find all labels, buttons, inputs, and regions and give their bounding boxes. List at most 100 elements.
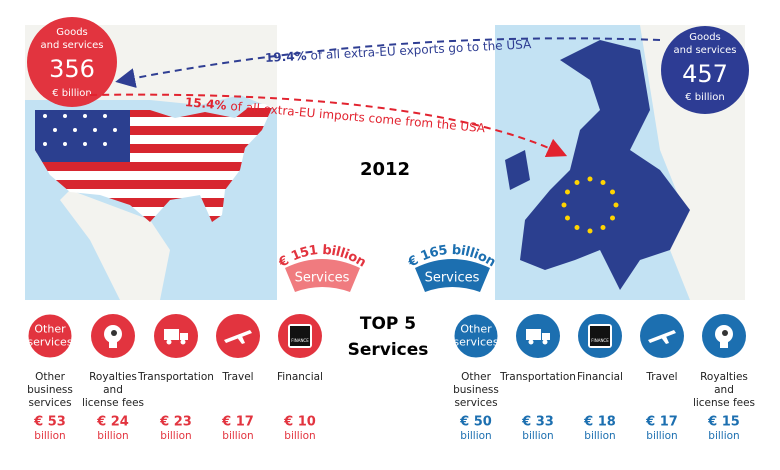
item-label: Other: [461, 371, 491, 383]
top-title: Services: [348, 340, 429, 360]
export-note: 19.4% of all extra-EU exports go to the U…: [265, 37, 533, 65]
icon: [720, 341, 728, 348]
item-label: business: [453, 384, 499, 396]
icon-text: FINANCE: [591, 338, 609, 343]
icon: [166, 339, 172, 345]
item-amount: € 18: [583, 415, 616, 430]
item-label: Royalties: [89, 371, 137, 383]
eu-star: [613, 202, 619, 208]
circle-unit: € billion: [685, 92, 724, 103]
icon: [590, 326, 610, 346]
eu-star: [564, 215, 570, 221]
badge-label: Services: [295, 271, 350, 286]
eu-star: [587, 176, 593, 182]
circle-text: Goods: [689, 32, 721, 43]
eu-star: [561, 202, 567, 208]
eu-star: [600, 225, 606, 231]
icon: [528, 339, 534, 345]
item-unit: billion: [708, 430, 739, 442]
badge-shape: [415, 259, 490, 292]
icon-text: Other: [34, 323, 66, 336]
item-unit: billion: [222, 430, 253, 442]
year: 2012: [360, 159, 410, 180]
circle-text: Goods: [56, 27, 88, 38]
icon: [164, 329, 179, 340]
item-amount: € 15: [707, 415, 740, 430]
item-unit: billion: [160, 430, 191, 442]
icon: [542, 339, 548, 345]
item-amount: € 23: [159, 415, 192, 430]
item-unit: billion: [646, 430, 677, 442]
export-arrow: [115, 37, 661, 88]
icon-text: Other: [460, 323, 492, 336]
icon-text: services: [27, 336, 72, 349]
eu-map: [495, 25, 745, 300]
item-label: services: [454, 397, 497, 409]
item-label: Transportation: [137, 371, 214, 383]
item-circle: [453, 313, 499, 359]
icon: [722, 330, 728, 336]
item-unit: billion: [522, 430, 553, 442]
circle-text: and services: [40, 40, 103, 51]
circle-value: 457: [682, 60, 728, 88]
item-amount: € 17: [221, 415, 254, 430]
badge-shape: [285, 259, 360, 292]
item-label: and: [103, 384, 123, 396]
eu-star: [600, 179, 606, 185]
item-amount: € 10: [283, 415, 316, 430]
item-label: Transportation: [499, 371, 576, 383]
item-unit: billion: [584, 430, 615, 442]
item-label: Other: [35, 371, 65, 383]
icon: [660, 334, 669, 344]
item-label: Travel: [645, 371, 677, 383]
item-label: business: [27, 384, 73, 396]
item-label: Financial: [277, 371, 323, 383]
icon-text: services: [453, 336, 498, 349]
item-circle: [27, 313, 73, 359]
eu-star: [610, 189, 616, 195]
item-unit: billion: [34, 430, 65, 442]
top-title: TOP 5: [360, 314, 416, 334]
icon: [109, 341, 117, 348]
icon: [542, 333, 550, 340]
import-arrow: [89, 93, 568, 158]
eu-star: [610, 215, 616, 221]
item-label: Travel: [221, 371, 253, 383]
item-unit: billion: [284, 430, 315, 442]
right-circle: Goods and services 457 € billion: [661, 26, 749, 114]
item-amount: € 50: [459, 415, 492, 430]
icon: [180, 339, 186, 345]
circle-value: 356: [49, 55, 95, 83]
icon: [111, 330, 117, 336]
item-label: services: [28, 397, 71, 409]
icon: [526, 329, 541, 340]
eu-star: [587, 228, 593, 234]
eu-star: [564, 189, 570, 195]
badge-label: Services: [425, 271, 480, 286]
item-amount: € 24: [96, 415, 129, 430]
eu-star: [574, 225, 580, 231]
left-circle: Goods and services 356 € billion: [27, 17, 117, 107]
icon: [180, 333, 188, 340]
item-label: license fees: [693, 397, 755, 409]
icon: [236, 334, 245, 344]
item-label: Financial: [577, 371, 623, 383]
percent: 19.4%: [265, 48, 307, 64]
item-unit: billion: [460, 430, 491, 442]
percent: 15.4%: [184, 95, 227, 113]
item-amount: € 17: [645, 415, 678, 430]
circle-text: and services: [673, 45, 736, 56]
item-amount: € 33: [521, 415, 554, 430]
item-unit: billion: [97, 430, 128, 442]
item-label: Royalties: [700, 371, 748, 383]
item-amount: € 53: [33, 415, 66, 430]
item-label: license fees: [82, 397, 144, 409]
icon: [290, 326, 310, 346]
icon-text: FINANCE: [291, 338, 309, 343]
item-label: and: [714, 384, 734, 396]
eu-star: [574, 179, 580, 185]
usa-map: [25, 25, 277, 300]
